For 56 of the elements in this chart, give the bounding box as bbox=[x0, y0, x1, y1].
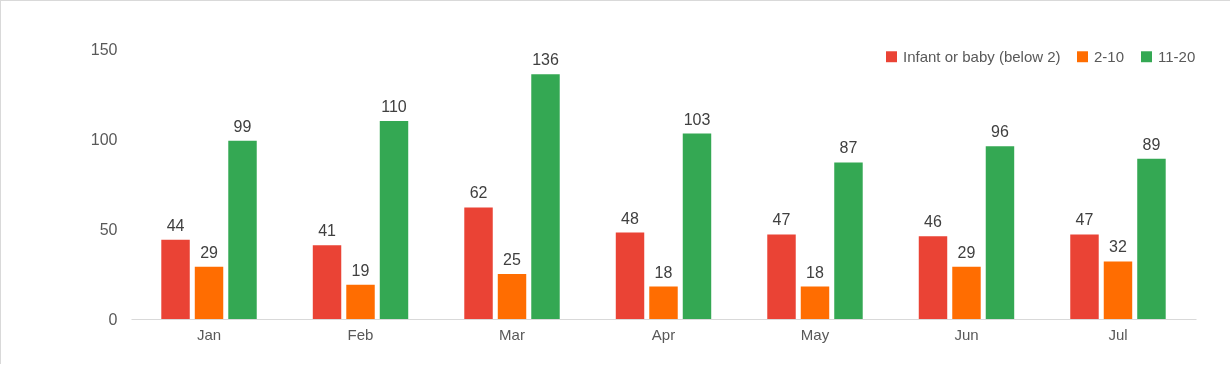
x-tick-label: Jan bbox=[196, 325, 222, 343]
bar bbox=[194, 266, 224, 319]
bar bbox=[379, 121, 409, 319]
data-label: 103 bbox=[683, 110, 711, 128]
data-label: 47 bbox=[772, 211, 791, 229]
y-tick-label: 100 bbox=[90, 130, 118, 148]
bar bbox=[1137, 158, 1166, 319]
data-label: 41 bbox=[318, 222, 337, 240]
bar bbox=[767, 234, 796, 319]
legend-label: 2-10 bbox=[1094, 47, 1125, 65]
data-label: 87 bbox=[839, 139, 858, 157]
bar bbox=[497, 274, 527, 319]
bar bbox=[228, 140, 257, 319]
data-label: 99 bbox=[233, 117, 252, 135]
y-tick-label: 50 bbox=[99, 220, 118, 238]
data-label: 47 bbox=[1075, 211, 1094, 229]
data-label: 25 bbox=[503, 251, 522, 268]
data-label: 18 bbox=[806, 263, 824, 281]
data-label: 29 bbox=[957, 243, 976, 261]
data-label: 96 bbox=[991, 123, 1009, 141]
legend-label: 11-20 bbox=[1158, 47, 1196, 65]
bar bbox=[531, 74, 560, 319]
data-label: 110 bbox=[381, 98, 407, 115]
bar bbox=[834, 162, 863, 319]
bar bbox=[464, 207, 493, 319]
bar bbox=[800, 286, 830, 319]
x-tick-label: Mar bbox=[499, 325, 525, 343]
data-label: 32 bbox=[1109, 238, 1127, 256]
bar bbox=[312, 245, 342, 319]
bar bbox=[918, 236, 948, 319]
bar bbox=[346, 284, 375, 319]
x-tick-label: Jun bbox=[954, 325, 979, 343]
bar bbox=[1103, 261, 1133, 319]
bar bbox=[1070, 234, 1099, 319]
data-label: 46 bbox=[924, 213, 942, 231]
x-tick-label: May bbox=[800, 325, 830, 343]
bar bbox=[161, 239, 190, 319]
data-label: 29 bbox=[200, 243, 219, 261]
bar bbox=[985, 146, 1015, 319]
y-tick-label: 0 bbox=[108, 310, 118, 328]
bar bbox=[952, 266, 981, 319]
data-label: 62 bbox=[469, 184, 488, 202]
x-tick-label: Apr bbox=[651, 325, 676, 343]
data-label: 48 bbox=[621, 209, 640, 227]
y-tick-label: 150 bbox=[90, 40, 118, 58]
bar bbox=[615, 232, 645, 319]
data-label: 44 bbox=[166, 216, 185, 234]
bar bbox=[649, 286, 678, 319]
data-label: 136 bbox=[532, 51, 559, 69]
data-label: 89 bbox=[1142, 135, 1161, 153]
data-label: 19 bbox=[351, 261, 370, 279]
legend-label: Infant or baby (below 2) bbox=[903, 47, 1061, 65]
data-label: 18 bbox=[654, 263, 673, 281]
bar bbox=[682, 133, 712, 319]
x-tick-label: Jul bbox=[1108, 325, 1128, 343]
x-tick-label: Feb bbox=[347, 325, 374, 343]
